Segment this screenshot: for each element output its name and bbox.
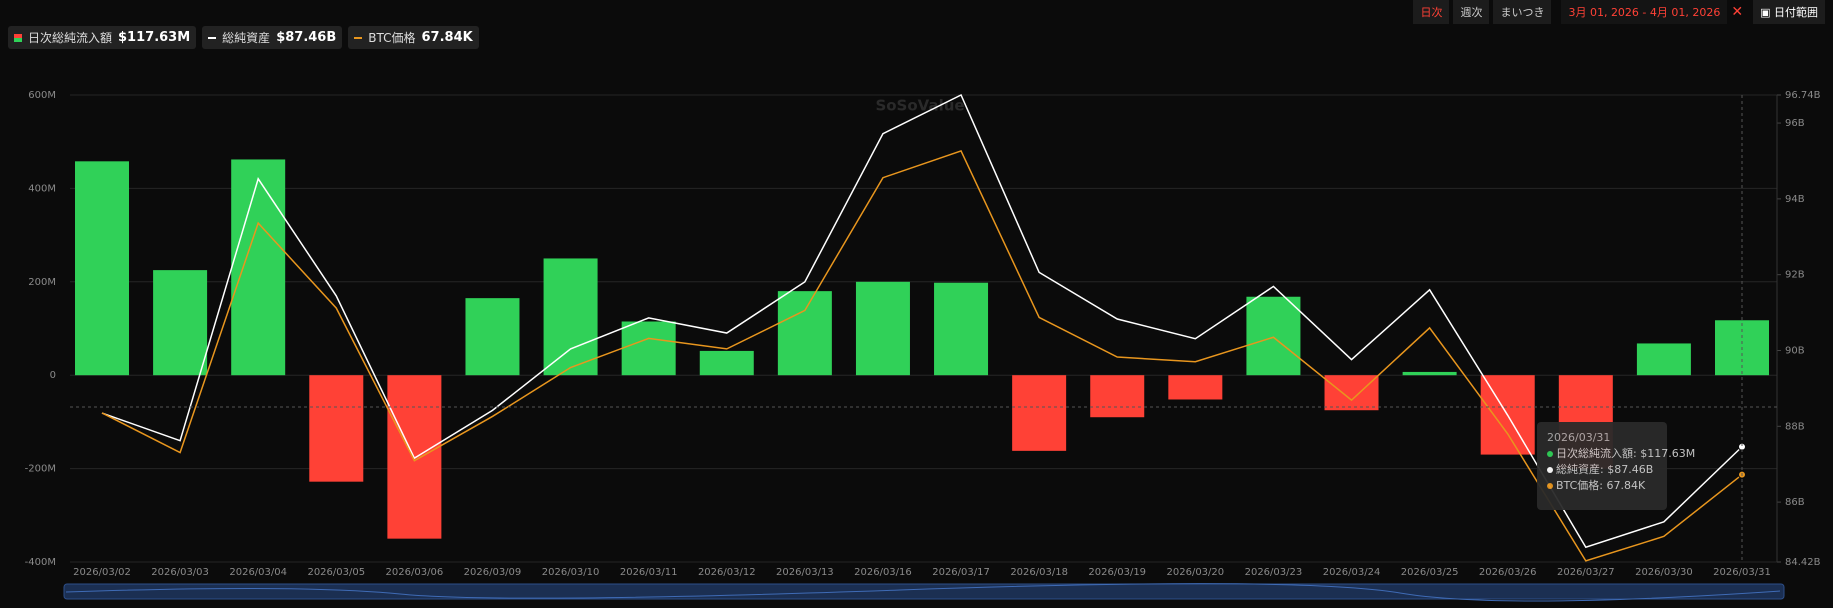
line — [101, 93, 1743, 549]
x-tick-label: 2026/03/31 — [1713, 567, 1771, 578]
legend-text: $87.46B — [276, 30, 337, 45]
date-range[interactable]: 3月 01, 2026 - 4月 01, 2026 — [1561, 0, 1728, 24]
line — [101, 149, 1743, 562]
y-tick-label: 200M — [28, 277, 56, 288]
bar — [621, 321, 676, 376]
controls: 日次 週次 まいつき 3月 01, 2026 - 4月 01, 2026 ✕ ▣… — [1413, 0, 1825, 24]
y-tick-label: -200M — [25, 464, 56, 475]
x-tick-label: 2026/03/20 — [1167, 567, 1225, 578]
bar — [1246, 296, 1301, 376]
bar — [1090, 375, 1145, 418]
navigator-line — [65, 583, 1781, 602]
legend-text: 総純資産 — [222, 31, 271, 45]
y-tick-label: -400M — [25, 557, 56, 568]
navigator — [63, 583, 1785, 600]
bar — [1168, 375, 1223, 400]
legend: 日次総純流入額 $117.63M 総純資産 $87.46B BTC価格 67.84K — [8, 26, 479, 49]
x-tick-label: 2026/03/02 — [73, 567, 131, 578]
bar — [309, 375, 364, 482]
x-tick-label: 2026/03/16 — [854, 567, 912, 578]
tooltip-text: 総純資産: $87.46B — [1556, 463, 1654, 476]
y2-tick-label: 88B — [1785, 421, 1805, 432]
bar — [153, 270, 208, 376]
x-tick-label: 2026/03/24 — [1323, 567, 1381, 578]
bar — [231, 159, 286, 376]
y-tick-label: 400M — [28, 183, 56, 194]
y2-tick-label: 90B — [1785, 345, 1805, 356]
y2-tick-label: 92B — [1785, 270, 1805, 281]
tooltip-title: 2026/03/31 — [1547, 431, 1611, 444]
bar — [465, 298, 520, 376]
x-tick-label: 2026/03/13 — [776, 567, 834, 578]
x-tick-label: 2026/03/26 — [1479, 567, 1537, 578]
y2-tick-label: 84.42B — [1785, 557, 1821, 568]
tooltip-line: 日次総純流入額: $117.63M — [1547, 446, 1695, 462]
y-tick-label: 600M — [28, 90, 56, 101]
x-tick-label: 2026/03/12 — [698, 567, 756, 578]
date-button[interactable]: ▣ 日付範囲 — [1753, 0, 1825, 24]
x-tick-label: 2026/03/18 — [1010, 567, 1068, 578]
legend-item[interactable]: BTC価格 67.84K — [348, 26, 479, 49]
bar — [1012, 375, 1067, 451]
tooltip-line: 総純資産: $87.46B — [1547, 462, 1657, 478]
x-tick-label: 2026/03/04 — [229, 567, 287, 578]
legend-item[interactable]: 総純資産 $87.46B — [202, 26, 343, 49]
bar — [75, 161, 129, 376]
bar — [1324, 375, 1379, 411]
watermark: SoSoValue — [875, 97, 964, 115]
bar — [934, 282, 989, 376]
tooltip-text: BTC価格: 67.84K — [1556, 479, 1646, 492]
legend-text: BTC価格 — [368, 31, 416, 45]
x-tick-label: 2026/03/06 — [386, 567, 444, 578]
y2-tick-label: 86B — [1785, 497, 1805, 508]
y2-tick-label: 96B — [1785, 118, 1805, 129]
y-tick-label: 0 — [50, 370, 56, 381]
legend-swatch — [354, 36, 363, 39]
x-tick-label: 2026/03/03 — [151, 567, 209, 578]
tooltip-text: 日次総純流入額: $117.63M — [1556, 447, 1696, 460]
bar — [855, 281, 910, 376]
bar — [1636, 343, 1691, 376]
x-tick-label: 2026/03/17 — [932, 567, 990, 578]
bar — [699, 350, 754, 376]
x-tick-label: 2026/03/09 — [464, 567, 522, 578]
bar — [777, 291, 832, 376]
x-tick-label: 2026/03/05 — [307, 567, 365, 578]
y2-tick-label: 94B — [1785, 194, 1805, 205]
x-tick-label: 2026/03/25 — [1401, 567, 1459, 578]
x-tick-label: 2026/03/30 — [1635, 567, 1693, 578]
legend-text: 日次総純流入額 — [28, 31, 113, 45]
legend-text: 67.84K — [421, 30, 473, 45]
x-tick-label: 2026/03/27 — [1557, 567, 1615, 578]
x-tick-label: 2026/03/11 — [620, 567, 678, 578]
legend-item[interactable]: 日次総純流入額 $117.63M — [8, 26, 197, 49]
legend-swatch — [14, 33, 22, 42]
x-tick-label: 2026/03/23 — [1245, 567, 1303, 578]
tab[interactable]: 週次 — [1453, 0, 1490, 24]
tooltip-line: BTC価格: 67.84K — [1547, 478, 1657, 494]
legend-text: $117.63M — [118, 30, 191, 45]
tab[interactable]: 日次 — [1413, 0, 1450, 24]
tooltip: 2026/03/31 日次総純流入額: $117.63M 総純資産: $87.4… — [1537, 422, 1695, 510]
tab[interactable]: まいつき — [1493, 0, 1552, 24]
clear-icon[interactable]: ✕ — [1731, 4, 1744, 20]
legend-swatch — [208, 36, 217, 39]
bar — [1402, 371, 1457, 376]
bar — [543, 258, 598, 376]
x-tick-label: 2026/03/19 — [1088, 567, 1146, 578]
x-tick-label: 2026/03/10 — [542, 567, 600, 578]
date-button-label: 日付範囲 — [1774, 6, 1818, 19]
y2-tick-label: 96.74B — [1785, 90, 1821, 101]
